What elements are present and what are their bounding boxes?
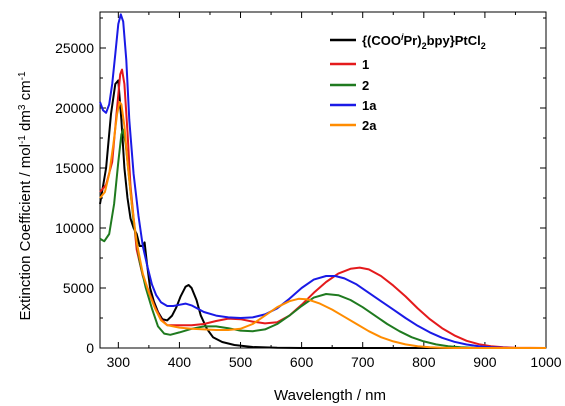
x-tick-label: 800 [412,354,436,370]
plot-frame [99,11,547,349]
y-tick-label: 5000 [63,280,94,296]
x-tick-label: 1000 [530,354,561,370]
y-tick-label: 15000 [55,160,94,176]
y-tick-label: 25000 [55,40,94,56]
legend-entry-pt-complex: {(COOiPr)2bpy}PtCl2 [330,32,486,51]
x-tick-label: 400 [168,354,192,370]
y-tick-label: 20000 [55,100,94,116]
legend-entry-1: 1 [330,57,369,72]
y-tick-label: 0 [86,340,94,356]
legend-entry-2a: 2a [330,118,377,133]
series-line-2a [99,101,546,349]
series-line-1 [99,68,547,349]
series-line-1a [99,13,546,349]
legend: {(COOiPr)2bpy}PtCl2 1 2 1a 2a [330,32,486,133]
y-tick-label: 10000 [55,220,94,236]
legend-label-pt-complex: {(COOiPr)2bpy}PtCl2 [362,32,486,51]
x-axis-ticks: 300 400 500 600 700 800 900 1000 [107,12,562,370]
x-tick-label: 900 [473,354,497,370]
x-tick-label: 700 [351,354,375,370]
legend-entry-1a: 1a [330,98,377,113]
legend-label-2: 2 [362,78,369,93]
x-tick-label: 600 [290,354,314,370]
legend-entry-2: 2 [330,78,369,93]
legend-label-1a: 1a [362,98,377,113]
series-line-pt-complex [99,79,546,349]
x-axis-title: Wavelength / nm [274,387,386,404]
plot-border [99,11,547,349]
x-tick-label: 500 [229,354,253,370]
series-layer [99,13,547,349]
series-line-2 [99,128,546,349]
x-tick-label: 300 [107,354,131,370]
legend-label-2a: 2a [362,118,377,133]
y-axis-title: Extinction Coefficient / mol-1 dm3 cm-1 [17,71,34,320]
y-axis-ticks: 0 5000 10000 15000 20000 25000 [55,17,546,356]
legend-label-1: 1 [362,57,369,72]
